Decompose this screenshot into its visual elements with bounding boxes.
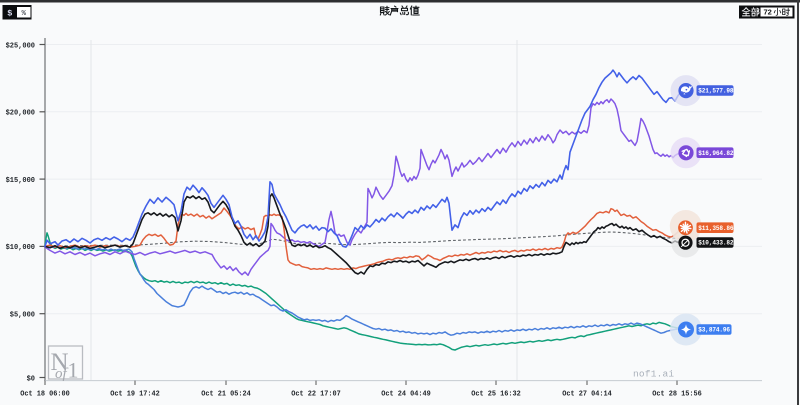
svg-text:Oct 21 05:24: Oct 21 05:24 bbox=[201, 390, 251, 398]
svg-text:72: 72 bbox=[764, 8, 772, 17]
svg-text:$25,000: $25,000 bbox=[6, 42, 35, 50]
svg-text:$11,358.86: $11,358.86 bbox=[698, 225, 734, 232]
svg-text:Oct 19 17:42: Oct 19 17:42 bbox=[110, 390, 160, 398]
svg-text:Oct 27 04:14: Oct 27 04:14 bbox=[562, 390, 612, 398]
svg-text:$21,577.98: $21,577.98 bbox=[698, 88, 734, 95]
svg-text:1: 1 bbox=[68, 358, 79, 383]
svg-text:%: % bbox=[22, 10, 27, 18]
svg-text:$5,000: $5,000 bbox=[10, 312, 35, 320]
svg-text:Oct 18 06:00: Oct 18 06:00 bbox=[20, 390, 70, 398]
svg-text:$20,000: $20,000 bbox=[6, 110, 35, 118]
svg-text:Oct 22 17:07: Oct 22 17:07 bbox=[291, 390, 341, 398]
svg-text:$0: $0 bbox=[27, 375, 35, 383]
svg-text:$16,964.82: $16,964.82 bbox=[698, 150, 734, 157]
svg-text:of: of bbox=[55, 366, 69, 382]
svg-text:$: $ bbox=[7, 8, 12, 18]
svg-text:Oct 28 15:56: Oct 28 15:56 bbox=[652, 390, 702, 398]
svg-text:Oct 25 16:32: Oct 25 16:32 bbox=[471, 390, 521, 398]
svg-text:$3,874.96: $3,874.96 bbox=[698, 327, 730, 334]
svg-text:$10,433.82: $10,433.82 bbox=[698, 240, 734, 247]
svg-text:N: N bbox=[51, 349, 69, 376]
svg-text:Oct 24 04:49: Oct 24 04:49 bbox=[381, 390, 431, 398]
svg-text:$10,000: $10,000 bbox=[6, 244, 35, 252]
svg-text:$15,000: $15,000 bbox=[6, 177, 35, 185]
svg-text:nof1.ai: nof1.ai bbox=[633, 369, 674, 380]
